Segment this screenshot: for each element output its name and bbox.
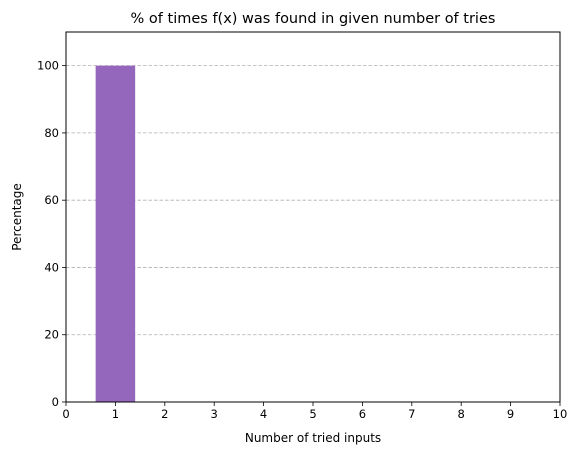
y-tick-label-80: 80	[44, 126, 59, 140]
bars	[95, 65, 136, 403]
x-axis-ticks: 0 1 2 3 4 5 6 7 8 9 10	[62, 402, 567, 421]
x-tick-label-4: 4	[260, 407, 267, 421]
x-tick-label-8: 8	[458, 407, 465, 421]
y-tick-label-40: 40	[44, 260, 59, 274]
x-tick-label-6: 6	[359, 407, 366, 421]
x-tick-label-0: 0	[62, 407, 69, 421]
y-tick-label-20: 20	[44, 328, 59, 342]
y-tick-label-60: 60	[44, 193, 59, 207]
x-tick-label-10: 10	[553, 407, 568, 421]
x-tick-label-3: 3	[211, 407, 218, 421]
x-tick-label-9: 9	[507, 407, 514, 421]
bar-1	[95, 65, 136, 403]
y-axis-label: Percentage	[10, 183, 24, 251]
plot-frame	[65, 31, 561, 403]
y-axis-ticks: 0 20 40 60 80 100	[37, 59, 66, 409]
x-tick-label-7: 7	[408, 407, 415, 421]
chart-title: % of times f(x) was found in given numbe…	[131, 11, 496, 27]
x-tick-label-2: 2	[161, 407, 168, 421]
x-tick-label-5: 5	[309, 407, 316, 421]
x-tick-label-1: 1	[112, 407, 119, 421]
grid-lines	[66, 65, 560, 336]
x-axis-label: Number of tried inputs	[245, 431, 381, 445]
y-tick-label-0: 0	[52, 395, 59, 409]
y-tick-label-100: 100	[37, 59, 59, 73]
